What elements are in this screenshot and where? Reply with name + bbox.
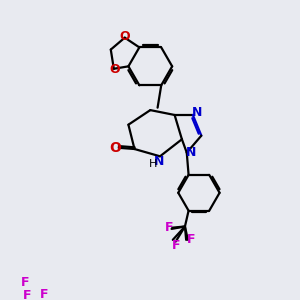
Text: F: F <box>23 289 32 300</box>
Text: F: F <box>187 233 195 246</box>
Text: O: O <box>110 141 122 155</box>
Text: N: N <box>192 106 202 119</box>
Text: N: N <box>154 155 165 168</box>
Text: F: F <box>40 288 49 300</box>
Text: O: O <box>119 30 130 43</box>
Text: F: F <box>165 221 174 234</box>
Text: O: O <box>110 64 120 76</box>
Text: F: F <box>21 276 29 289</box>
Text: N: N <box>186 146 196 159</box>
Text: F: F <box>171 239 180 252</box>
Text: H: H <box>149 159 158 169</box>
